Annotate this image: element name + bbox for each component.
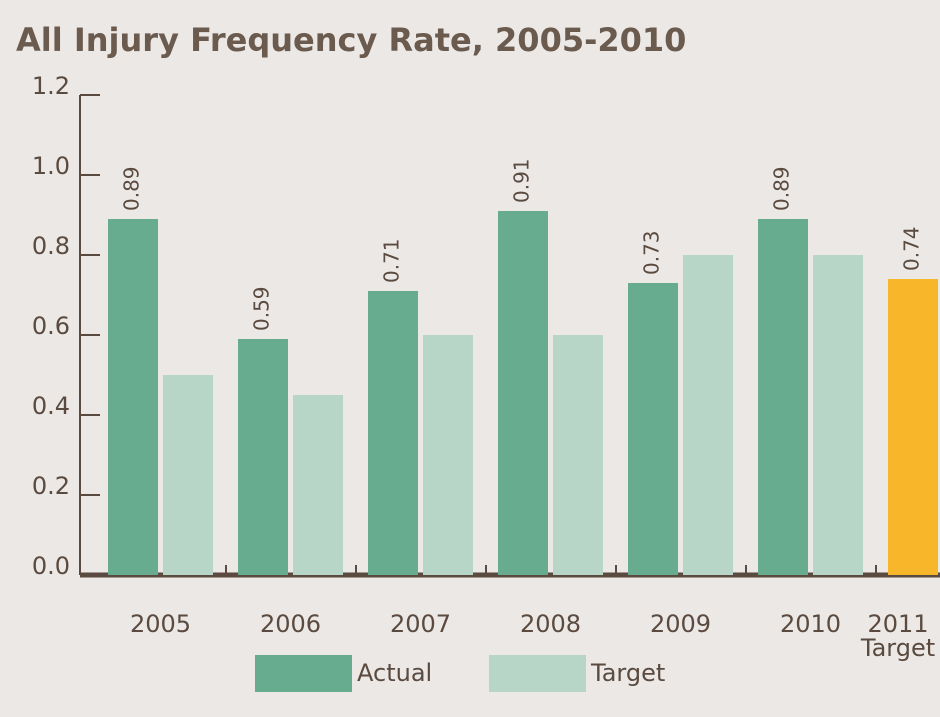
value-label: 0.59 (250, 286, 274, 331)
bar (498, 211, 548, 575)
bar (628, 283, 678, 575)
chart-title: All Injury Frequency Rate, 2005-2010 (16, 21, 686, 59)
y-tick-label: 1.2 (32, 72, 70, 100)
value-label: 0.73 (640, 230, 664, 275)
bar (813, 255, 863, 575)
bar (368, 291, 418, 575)
bar (293, 395, 343, 575)
y-tick-label: 0.0 (32, 552, 70, 580)
bar (423, 335, 473, 575)
bar (888, 279, 938, 575)
x-tick-label: 2009 (649, 610, 712, 638)
bar (163, 375, 213, 575)
value-label: 0.74 (900, 226, 924, 271)
value-label: 0.91 (510, 158, 534, 203)
bar (683, 255, 733, 575)
bar (238, 339, 288, 575)
y-tick-label: 0.2 (32, 472, 70, 500)
x-tick-label: 2006 (259, 610, 322, 638)
y-tick-label: 0.8 (32, 232, 70, 260)
value-label: 0.89 (770, 166, 794, 211)
bar (553, 335, 603, 575)
x-tick-label: 2005 (129, 610, 192, 638)
y-tick-label: 0.4 (32, 392, 70, 420)
x-tick-label: 2011 Target (860, 610, 936, 662)
y-tick-label: 0.6 (32, 312, 70, 340)
x-tick-label: 2008 (519, 610, 582, 638)
y-tick-label: 1.0 (32, 152, 70, 180)
bar (108, 219, 158, 575)
x-tick-label: 2007 (389, 610, 452, 638)
bar (758, 219, 808, 575)
value-label: 0.89 (120, 166, 144, 211)
legend-label: Actual (357, 659, 432, 687)
legend-swatch (489, 655, 586, 692)
legend-label: Target (590, 659, 665, 687)
legend-swatch (255, 655, 352, 692)
value-label: 0.71 (380, 238, 404, 283)
x-tick-label: 2010 (779, 610, 842, 638)
